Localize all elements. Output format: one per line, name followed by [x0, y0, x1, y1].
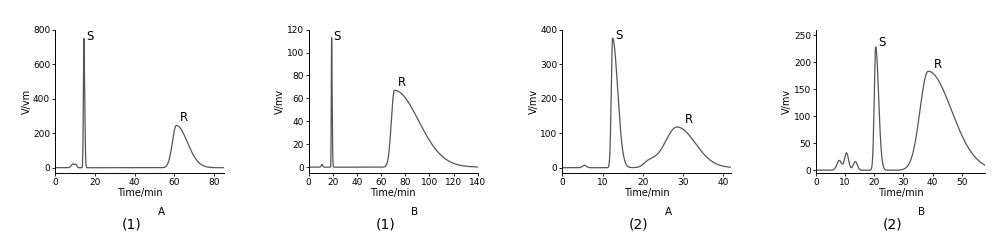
Text: (2): (2): [883, 217, 902, 231]
Text: S: S: [86, 30, 93, 43]
X-axis label: Time/min: Time/min: [370, 188, 416, 198]
Text: R: R: [398, 76, 406, 89]
Text: A: A: [158, 207, 165, 217]
Text: S: S: [879, 36, 886, 49]
Y-axis label: V/vm: V/vm: [22, 89, 32, 114]
Text: R: R: [180, 111, 188, 124]
X-axis label: Time/min: Time/min: [878, 188, 923, 198]
Y-axis label: V/mv: V/mv: [782, 89, 792, 114]
Y-axis label: V/mv: V/mv: [275, 89, 285, 114]
Text: S: S: [615, 29, 623, 42]
Y-axis label: V/mv: V/mv: [529, 89, 539, 114]
Text: S: S: [333, 30, 340, 43]
Text: R: R: [685, 113, 693, 126]
Text: R: R: [934, 58, 942, 71]
Text: A: A: [665, 207, 672, 217]
Text: (1): (1): [375, 217, 395, 231]
Text: (1): (1): [122, 217, 141, 231]
Text: B: B: [918, 207, 926, 217]
X-axis label: Time/min: Time/min: [117, 188, 162, 198]
Text: B: B: [411, 207, 418, 217]
Text: (2): (2): [629, 217, 649, 231]
X-axis label: Time/min: Time/min: [624, 188, 670, 198]
